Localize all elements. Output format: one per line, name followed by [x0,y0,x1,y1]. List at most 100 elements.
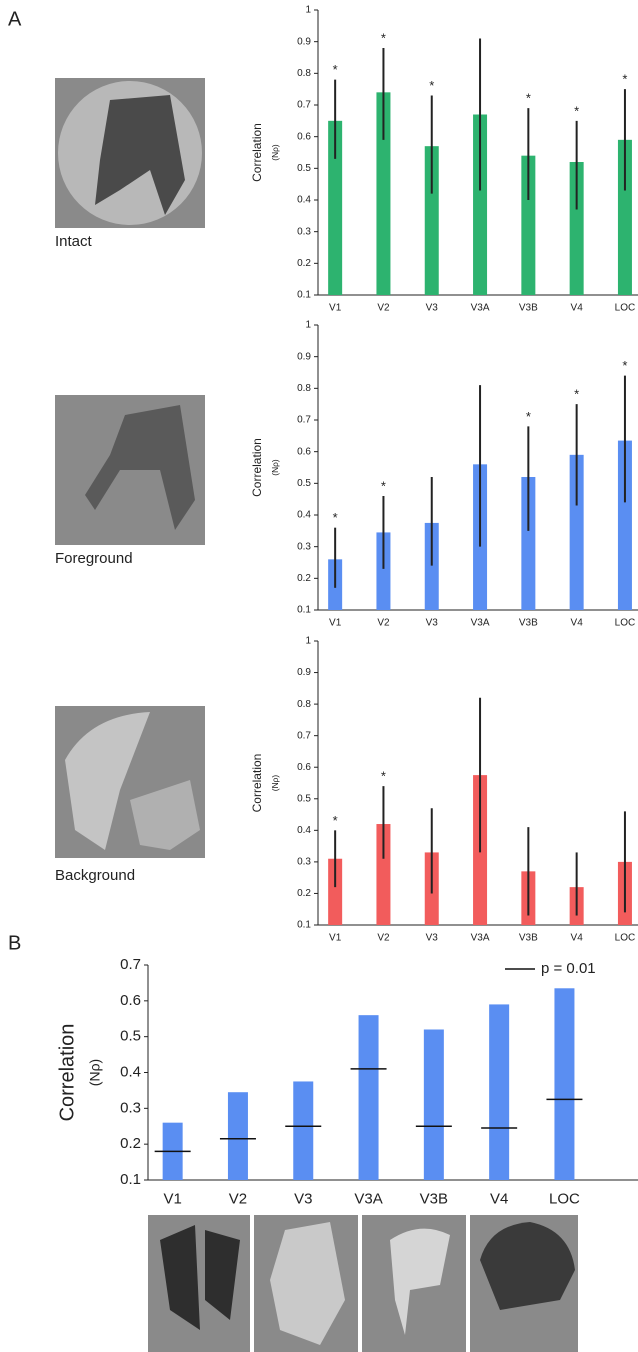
x-tick-label: V1 [329,303,342,314]
image-label: Background [55,867,135,884]
bar [424,522,439,610]
bar [569,162,584,295]
x-tick-label: V4 [571,933,584,944]
bar [473,114,488,295]
y-axis-sublabel: (Nρ) [87,1059,103,1086]
significance-star: * [333,62,338,77]
y-axis-label: Correlation [250,123,264,182]
x-tick-label: V3 [426,618,439,629]
x-tick-label: V2 [377,303,390,314]
bar [489,1004,510,1180]
bar [554,988,575,1180]
x-tick-label: LOC [615,933,636,944]
significance-star: * [429,78,434,93]
y-tick-label: 0.6 [297,131,311,142]
significance-star: * [381,769,386,784]
bar [328,858,343,925]
y-tick-label: 1 [305,320,311,331]
y-axis-sublabel: (Nρ) [270,775,280,792]
image-tile [148,1215,250,1352]
y-tick-label: 0.9 [297,36,311,47]
y-tick-label: 0.7 [297,100,311,111]
y-tick-label: 0.4 [297,510,311,521]
y-tick-label: 0.4 [120,1063,141,1080]
y-tick-label: 0.1 [120,1171,141,1188]
bar [293,1081,314,1180]
y-tick-label: 0.6 [297,446,311,457]
image-tile-shape [480,1222,575,1310]
x-tick-label: V3A [471,618,490,629]
bar [424,146,439,295]
y-tick-label: 0.2 [297,258,311,269]
bar [617,139,632,295]
y-tick-label: 0.8 [297,699,311,710]
y-tick-label: 0.2 [120,1135,141,1152]
x-tick-label: V3A [471,303,490,314]
bar [376,824,391,925]
x-tick-label: V4 [571,618,584,629]
y-axis-sublabel: (Nρ) [270,144,280,161]
image-background-part [65,712,150,850]
y-tick-label: 0.1 [297,605,311,616]
y-axis-label: Correlation [250,438,264,497]
bar [521,477,536,610]
y-tick-label: 0.7 [297,730,311,741]
x-tick-label: V4 [571,303,584,314]
bar [328,120,343,295]
panel-label: B [8,932,21,954]
y-tick-label: 0.1 [297,920,311,931]
panel-label: A [8,8,22,30]
y-axis-sublabel: (Nρ) [270,459,280,476]
y-tick-label: 0.7 [297,415,311,426]
bar [358,1015,379,1180]
y-tick-label: 0.8 [297,383,311,394]
x-tick-label: V3B [420,1190,448,1207]
legend-label: p = 0.01 [541,960,596,977]
bar [376,532,391,610]
y-tick-label: 0.4 [297,195,311,206]
x-tick-label: V1 [329,933,342,944]
image-tile-shape [270,1222,345,1345]
y-tick-label: 0.5 [297,163,311,174]
x-tick-label: V2 [377,618,390,629]
y-tick-label: 0.5 [297,478,311,489]
stimulus-images [55,78,205,858]
y-tick-label: 0.6 [297,762,311,773]
bar [376,92,391,295]
significance-star: * [333,813,338,828]
x-tick-label: LOC [615,303,636,314]
x-tick-label: V1 [163,1190,181,1207]
image-tile-shape [390,1228,450,1335]
significance-star: * [526,91,531,106]
y-tick-label: 0.2 [297,888,311,899]
bar [423,1029,444,1180]
significance-star: * [333,510,338,525]
x-tick-label: V2 [377,933,390,944]
bar [227,1092,248,1180]
bar [569,454,584,610]
image-background-part [130,780,200,850]
x-tick-label: V3B [519,618,538,629]
x-tick-label: V3A [354,1190,382,1207]
y-tick-label: 1 [305,5,311,16]
y-tick-label: 0.9 [297,351,311,362]
significance-star: * [622,358,627,373]
y-tick-label: 0.5 [120,1028,141,1045]
y-axis-label: Correlation [250,754,264,813]
x-tick-label: V2 [229,1190,247,1207]
x-tick-label: V3A [471,933,490,944]
y-tick-label: 0.2 [297,573,311,584]
y-tick-label: 0.7 [120,956,141,973]
x-tick-label: LOC [549,1190,580,1207]
y-tick-label: 0.6 [120,992,141,1009]
y-tick-label: 0.3 [297,226,311,237]
y-tick-label: 0.5 [297,793,311,804]
y-tick-label: 0.3 [297,857,311,868]
x-tick-label: V3 [426,933,439,944]
image-label: Intact [55,233,93,250]
y-tick-label: 0.8 [297,68,311,79]
x-tick-label: V3 [426,303,439,314]
y-tick-label: 0.4 [297,825,311,836]
significance-star: * [622,72,627,87]
